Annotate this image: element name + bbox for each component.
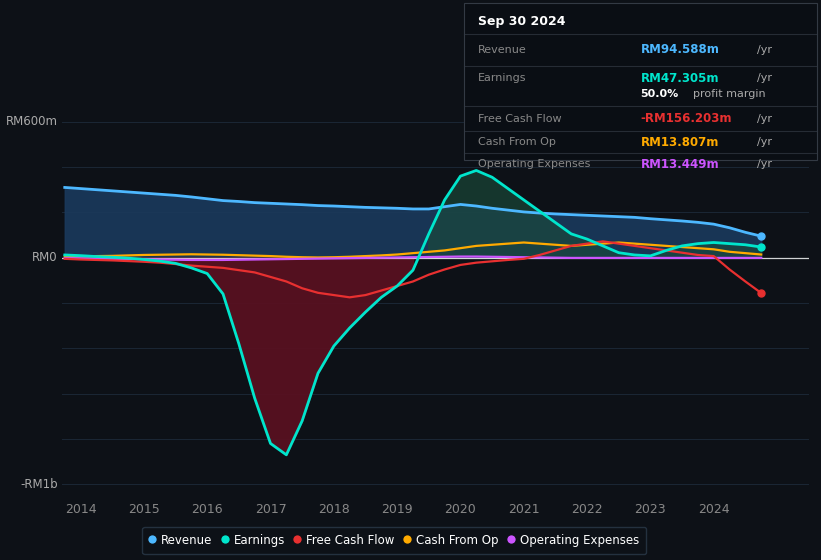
Text: /yr: /yr: [757, 159, 772, 169]
Text: RM94.588m: RM94.588m: [640, 43, 719, 57]
Text: 50.0%: 50.0%: [640, 88, 679, 99]
Text: RM0: RM0: [32, 251, 57, 264]
Text: Sep 30 2024: Sep 30 2024: [478, 15, 566, 28]
Text: /yr: /yr: [757, 73, 772, 83]
Text: RM13.807m: RM13.807m: [640, 136, 718, 149]
Text: /yr: /yr: [757, 137, 772, 147]
Text: /yr: /yr: [757, 45, 772, 55]
Text: -RM1b: -RM1b: [21, 478, 57, 491]
Text: profit margin: profit margin: [694, 88, 766, 99]
Text: Cash From Op: Cash From Op: [478, 137, 556, 147]
Text: Revenue: Revenue: [478, 45, 527, 55]
Text: -RM156.203m: -RM156.203m: [640, 113, 732, 125]
Text: RM47.305m: RM47.305m: [640, 72, 719, 85]
Text: Earnings: Earnings: [478, 73, 526, 83]
Text: Operating Expenses: Operating Expenses: [478, 159, 590, 169]
Text: RM13.449m: RM13.449m: [640, 158, 719, 171]
Text: RM600m: RM600m: [6, 115, 57, 128]
Text: /yr: /yr: [757, 114, 772, 124]
Text: Free Cash Flow: Free Cash Flow: [478, 114, 562, 124]
Legend: Revenue, Earnings, Free Cash Flow, Cash From Op, Operating Expenses: Revenue, Earnings, Free Cash Flow, Cash …: [142, 527, 646, 554]
